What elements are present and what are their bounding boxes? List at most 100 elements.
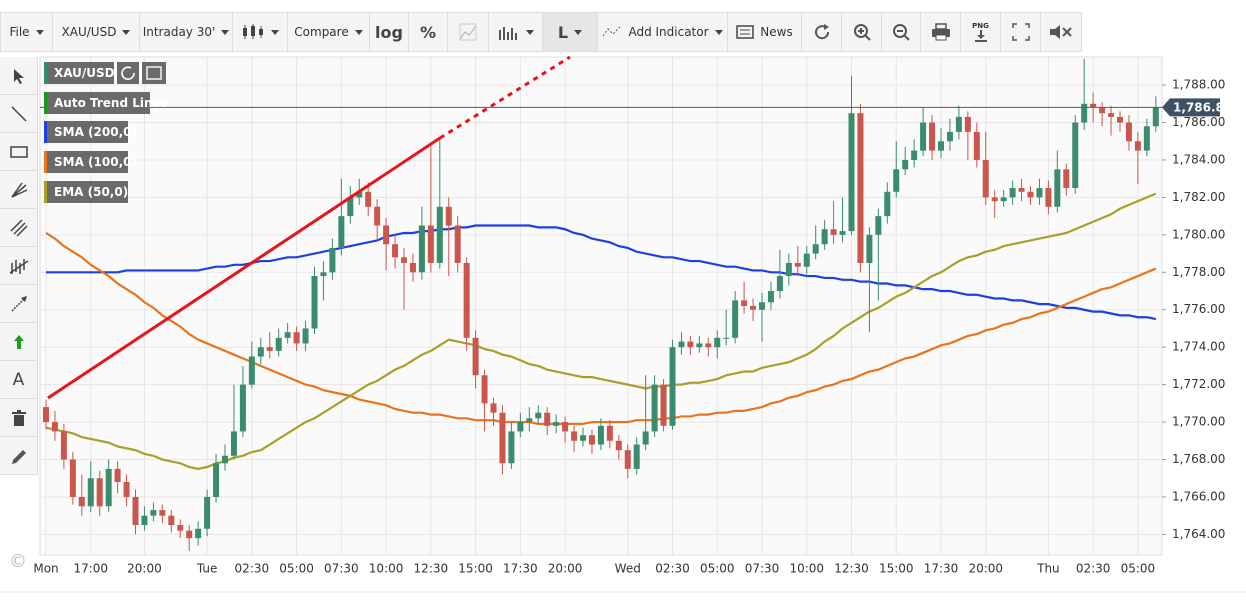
zoom-in-button[interactable] (842, 13, 882, 51)
refresh-button[interactable] (802, 13, 842, 51)
candle-body (642, 431, 649, 445)
candle-body (132, 496, 139, 526)
fullscreen-button[interactable] (1001, 13, 1041, 51)
candle-body (1143, 126, 1150, 151)
candle-body (553, 422, 560, 426)
zoom-out-button[interactable] (882, 13, 921, 51)
candle-body (105, 468, 112, 507)
fib-tool[interactable] (0, 247, 38, 285)
candle-icon (243, 24, 263, 39)
log-button[interactable]: log (370, 13, 409, 51)
candle-body (696, 343, 703, 348)
candle-body (311, 276, 318, 329)
candle-body (991, 197, 998, 202)
candle-body (392, 244, 399, 258)
candle-body (365, 191, 372, 207)
candle-body (239, 384, 246, 432)
candle-body (1152, 107, 1159, 127)
y-tick-label: 1,784.00 (1172, 152, 1225, 166)
candle-body (517, 422, 524, 432)
x-tick-label: Tue (196, 562, 218, 576)
file-menu[interactable]: File (1, 13, 53, 51)
legend-label: XAU/USD (54, 66, 115, 80)
label: log (375, 22, 403, 42)
candle-body (1027, 191, 1034, 198)
candle-body (732, 300, 739, 338)
x-tick-label: 10:00 (789, 562, 824, 576)
edit-tool[interactable] (0, 437, 38, 475)
print-button[interactable] (921, 13, 961, 51)
line-tool[interactable] (0, 95, 38, 133)
candle-body (911, 150, 918, 160)
mute-button[interactable] (1041, 13, 1081, 51)
y-tick-label: 1,768.00 (1172, 452, 1225, 466)
png-button[interactable]: PNG (961, 13, 1001, 51)
percent-button[interactable]: % (409, 13, 448, 51)
legend-label: EMA (50,0) (54, 185, 128, 199)
text-tool[interactable]: A (0, 361, 38, 399)
candle-body (347, 197, 354, 217)
symbol-menu[interactable]: XAU/USD (53, 13, 140, 51)
x-tick-label: 17:30 (924, 562, 959, 576)
label: Intraday 30' (142, 25, 216, 39)
candle-body (427, 225, 434, 263)
y-tick-label: 1,774.00 (1172, 340, 1225, 354)
delete-tool[interactable] (0, 399, 38, 437)
candle-body (964, 116, 971, 132)
indicator-line (45, 232, 1157, 426)
candle-body (213, 463, 220, 497)
candle-body (302, 328, 309, 344)
label: File (9, 25, 30, 39)
add-indicator-menu[interactable]: Add Indicator (598, 13, 728, 51)
pointer-tool[interactable] (0, 57, 38, 95)
x-tick-label: 02:30 (235, 562, 270, 576)
candle-body (759, 302, 765, 310)
candle-body (266, 347, 273, 351)
x-tick-label: 12:30 (834, 562, 869, 576)
candle-body (535, 412, 542, 419)
candle-body (624, 450, 631, 469)
x-tick-label: 10:00 (369, 562, 404, 576)
icon (1011, 23, 1030, 41)
candle-body (794, 262, 801, 267)
legend-swatch (44, 181, 47, 203)
candle-body (463, 262, 470, 338)
candle-body (320, 272, 327, 277)
pitchfork-tool[interactable] (0, 171, 38, 209)
icon (11, 449, 26, 464)
x-tick-label: Thu (1036, 562, 1060, 576)
icon (10, 295, 27, 312)
candle-body (1054, 169, 1061, 207)
candle-body (338, 216, 345, 248)
compare-menu[interactable]: Compare (288, 13, 370, 51)
candle-body (606, 425, 613, 441)
chart-type-menu[interactable] (233, 13, 288, 51)
y-tick-label: 1,788.00 (1172, 78, 1225, 92)
candle-body (633, 444, 640, 469)
candle-body (374, 206, 381, 226)
candle-body (580, 435, 586, 441)
candle-body (1125, 122, 1132, 142)
chart-icon-button[interactable] (448, 13, 489, 51)
channel-tool[interactable] (0, 209, 38, 247)
arrow-line-tool[interactable] (0, 285, 38, 323)
interval-menu[interactable]: Intraday 30' (140, 13, 233, 51)
line-style-menu[interactable]: L (543, 13, 598, 51)
rectangle-tool[interactable] (0, 133, 38, 171)
icon (931, 23, 950, 41)
news-button[interactable]: News (728, 13, 802, 51)
icon (498, 27, 517, 40)
refresh-icon (121, 66, 135, 80)
candle-body (705, 343, 712, 348)
x-tick-label: 17:30 (503, 562, 538, 576)
volume-menu[interactable] (489, 13, 543, 51)
up-arrow-tool[interactable] (0, 323, 38, 361)
x-tick-label: Mon (33, 562, 58, 576)
icon (853, 24, 871, 41)
last-price-tag (1162, 98, 1220, 117)
legend-label: SMA (200,0) (54, 125, 137, 139)
icon (9, 258, 28, 274)
x-tick-label: 02:30 (1076, 562, 1111, 576)
y-tick-label: 1,770.00 (1172, 415, 1225, 429)
